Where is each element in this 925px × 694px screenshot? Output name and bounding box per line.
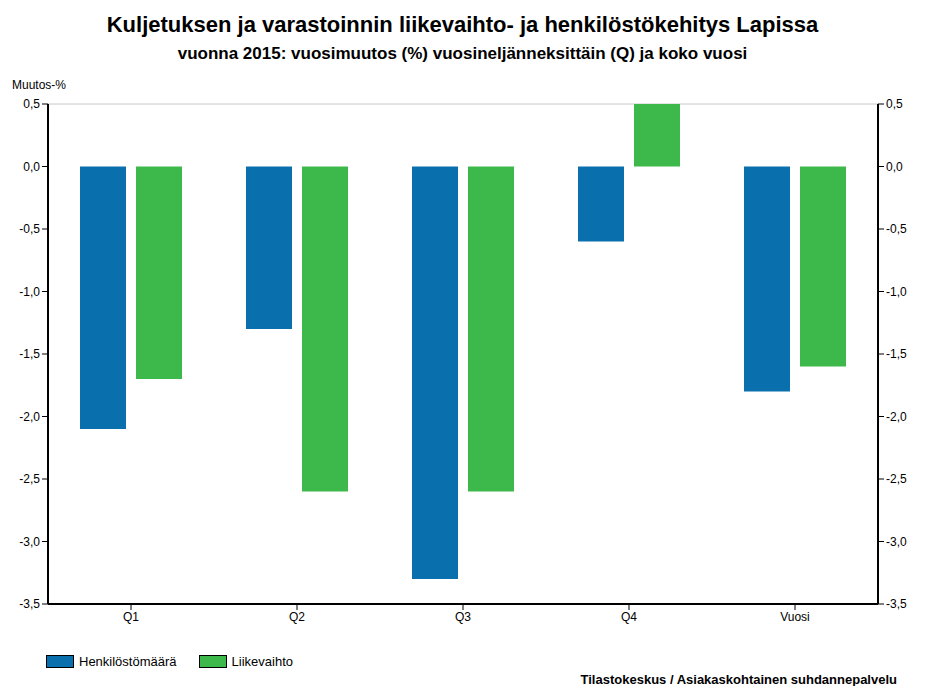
svg-text:0,5: 0,5 (23, 97, 40, 111)
svg-text:Q1: Q1 (123, 610, 139, 624)
html-text:Kuljetuksen ja varastoinnin li: Kuljetuksen ja varastoinnin liikevaihto-… (106, 12, 819, 37)
svg-text:Vuosi: Vuosi (780, 610, 810, 624)
svg-text:-1,5: -1,5 (19, 347, 40, 361)
svg-text:-0,5: -0,5 (886, 222, 907, 236)
html-text:vuonna 2015: vuosimuutos (%) v: vuonna 2015: vuosimuutos (%) vuosineljän… (177, 44, 748, 63)
svg-text:-2,5: -2,5 (19, 472, 40, 486)
html-text:Liikevaihto: Liikevaihto (231, 654, 293, 669)
svg-text:-2,5: -2,5 (886, 472, 907, 486)
svg-text:-2,0: -2,0 (19, 410, 40, 424)
svg-text:0,0: 0,0 (886, 160, 903, 174)
svg-text:0,5: 0,5 (886, 97, 903, 111)
svg-text:Q2: Q2 (289, 610, 305, 624)
svg-text:0,0: 0,0 (23, 160, 40, 174)
html-text:Tilastokeskus / Asiakaskohtain: Tilastokeskus / Asiakaskohtainen suhdann… (580, 672, 897, 687)
svg-text:-2,0: -2,0 (886, 410, 907, 424)
svg-text:-3,5: -3,5 (886, 597, 907, 611)
html-text:Muutos-%: Muutos-% (12, 78, 66, 92)
svg-text:-1,0: -1,0 (19, 285, 40, 299)
svg-text:-0,5: -0,5 (19, 222, 40, 236)
svg-text:-3,5: -3,5 (19, 597, 40, 611)
html-text:Henkilöstömäärä: Henkilöstömäärä (79, 654, 177, 669)
svg-text:Q4: Q4 (621, 610, 637, 624)
svg-text:-1,5: -1,5 (886, 347, 907, 361)
svg-text:Q3: Q3 (455, 610, 471, 624)
svg-text:-1,0: -1,0 (886, 285, 907, 299)
svg-text:-3,0: -3,0 (886, 535, 907, 549)
svg-text:-3,0: -3,0 (19, 535, 40, 549)
